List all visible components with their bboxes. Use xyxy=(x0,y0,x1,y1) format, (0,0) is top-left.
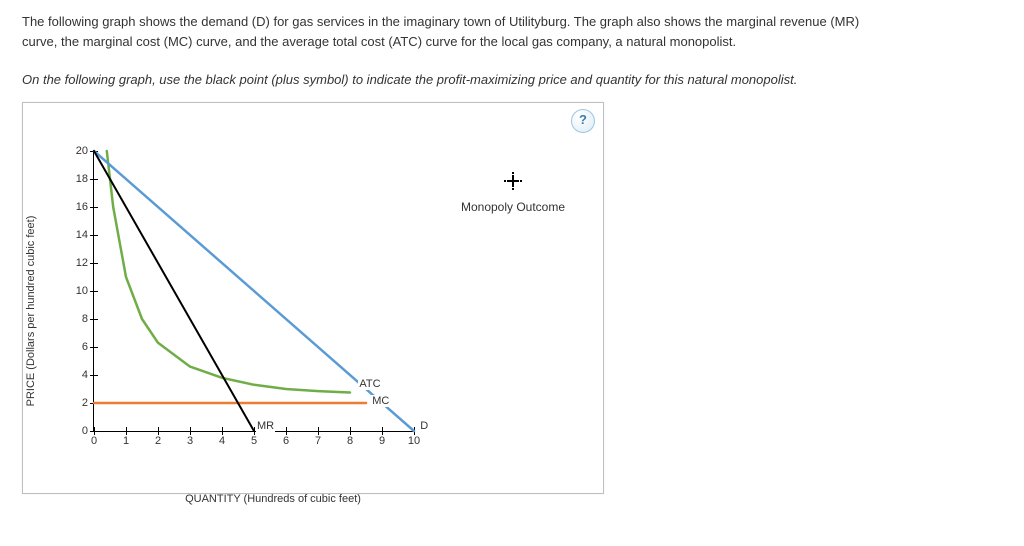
curve-label-mr: MR xyxy=(256,420,275,432)
plot-area[interactable]: 02468101214161820012345678910DMRMCATC xyxy=(93,151,414,432)
graph-panel: ? PRICE (Dollars per hundred cubic feet)… xyxy=(22,102,604,494)
intro-text: The following graph shows the demand (D)… xyxy=(22,12,1002,52)
y-axis-label: PRICE (Dollars per hundred cubic feet) xyxy=(25,215,37,406)
curve-label-mc: MC xyxy=(371,395,390,407)
help-button[interactable]: ? xyxy=(571,109,595,133)
curve-label-d: D xyxy=(419,420,429,432)
intro-line-2: curve, the marginal cost (MC) curve, and… xyxy=(22,34,736,49)
plus-marker-icon[interactable] xyxy=(505,173,521,189)
tool-label: Monopoly Outcome xyxy=(453,200,573,214)
curve-label-atc: ATC xyxy=(358,378,381,390)
x-axis-label: QUANTITY (Hundreds of cubic feet) xyxy=(185,493,361,505)
chart-wrap: PRICE (Dollars per hundred cubic feet) 0… xyxy=(63,151,483,471)
monopoly-outcome-tool[interactable]: Monopoly Outcome xyxy=(453,173,573,214)
intro-line-1: The following graph shows the demand (D)… xyxy=(22,14,859,29)
page-root: The following graph shows the demand (D)… xyxy=(0,0,1024,546)
curve-atc xyxy=(107,151,350,393)
instruction-text: On the following graph, use the black po… xyxy=(22,70,1002,90)
curve-mr xyxy=(94,151,254,431)
